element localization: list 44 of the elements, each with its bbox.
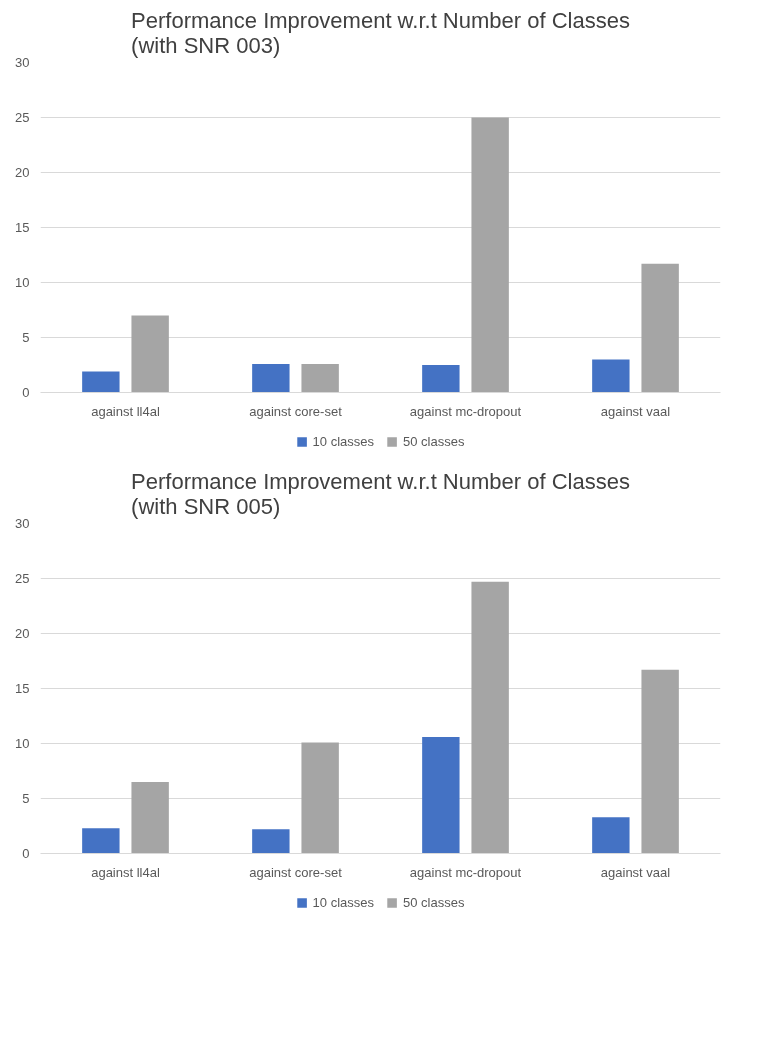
bar (131, 782, 169, 854)
bar (252, 829, 290, 854)
y-tick-label: 0 (22, 385, 30, 400)
legend-label: 50 classes (403, 433, 465, 449)
x-tick-label: against vaal (600, 864, 671, 880)
x-tick-label: against mc-dropout (409, 403, 522, 419)
y-tick-label: 15 (15, 220, 30, 235)
legend-label: 50 classes (403, 894, 465, 910)
bar (252, 363, 290, 393)
chart-title: Performance Improvement w.r.t Number of Classes (with SNR 003) (131, 7, 630, 58)
y-tick-label: 25 (15, 110, 30, 125)
y-tick-label: 5 (22, 330, 30, 345)
x-tick-label: against core-set (249, 864, 343, 880)
chart-title: Performance Improvement w.r.t Number of Classes (with SNR 005) (131, 468, 630, 519)
bar (82, 828, 120, 854)
y-tick-label: 10 (15, 275, 30, 290)
bar (301, 363, 339, 393)
y-tick-label: 5 (22, 791, 30, 806)
y-tick-label: 20 (15, 165, 30, 180)
y-tick-label: 0 (22, 846, 30, 861)
legend-label: 10 classes (312, 894, 374, 910)
bar (471, 117, 509, 393)
x-tick-label: against core-set (249, 403, 343, 419)
bar (422, 365, 460, 393)
y-tick-label: 20 (15, 626, 30, 641)
bar (592, 359, 630, 393)
y-tick-label: 30 (15, 55, 30, 70)
bar (471, 581, 509, 854)
legend-label: 10 classes (312, 433, 374, 449)
bar (641, 669, 679, 854)
y-tick-label: 25 (15, 571, 30, 586)
x-tick-label: against ll4al (91, 864, 160, 880)
x-tick-label: against mc-dropout (409, 864, 522, 880)
y-tick-label: 15 (15, 681, 30, 696)
bar (301, 742, 339, 854)
bar (422, 736, 460, 854)
bar (82, 371, 120, 393)
x-tick-label: against ll4al (91, 403, 160, 419)
bar (131, 315, 169, 393)
bar (641, 263, 679, 393)
bar (592, 817, 630, 854)
x-tick-label: against vaal (600, 403, 671, 419)
y-tick-label: 30 (15, 516, 30, 531)
y-tick-label: 10 (15, 736, 30, 751)
